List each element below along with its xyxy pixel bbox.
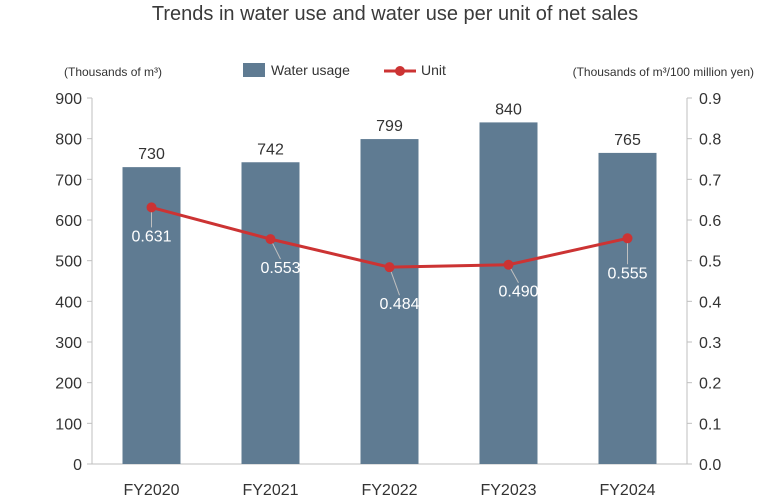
unit-value-label: 0.484: [379, 296, 419, 313]
x-tick-label: FY2023: [480, 482, 536, 499]
left-tick-label: 500: [55, 254, 82, 271]
right-tick-label: 0.4: [699, 294, 721, 311]
bar-value-label: 840: [495, 101, 522, 118]
bar-value-label: 730: [138, 146, 165, 163]
right-tick-label: 0.2: [699, 376, 721, 393]
left-tick-label: 900: [55, 91, 82, 108]
right-tick-label: 0.9: [699, 91, 721, 108]
right-tick-label: 0.0: [699, 457, 721, 474]
unit-point: [503, 259, 514, 270]
bar-value-label: 799: [376, 118, 403, 135]
legend-bar-swatch: [243, 63, 265, 77]
unit-value-label: 0.631: [131, 228, 171, 245]
left-tick-label: 700: [55, 172, 82, 189]
axes: 0 0.0 100 0.1 200 0.2 300 0.3 400 0.4 500 0.5 600 0.6…: [55, 91, 721, 499]
left-tick-label: 100: [55, 416, 82, 433]
unit-value-label: 0.555: [607, 265, 647, 282]
chart-title: Trends in water use and water use per un…: [152, 3, 638, 25]
legend-line-marker: [395, 66, 405, 76]
unit-point: [622, 233, 633, 244]
right-tick-label: 0.1: [699, 416, 721, 433]
bar-water-usage: [598, 152, 657, 464]
right-tick-label: 0.3: [699, 335, 721, 352]
unit-value-label: 0.553: [260, 260, 300, 277]
x-tick-label: FY2022: [361, 482, 417, 499]
bar-water-usage: [479, 122, 538, 465]
unit-value-label: 0.490: [498, 284, 538, 301]
bar-value-label: 742: [257, 141, 284, 158]
unit-line: 0.631 0.553 0.484 0.490 0.555: [131, 202, 648, 313]
bar-water-usage: [360, 139, 419, 464]
right-tick-label: 0.7: [699, 172, 721, 189]
unit-point: [384, 262, 395, 273]
x-tick-label: FY2021: [242, 482, 298, 499]
x-tick-label: FY2020: [123, 482, 179, 499]
unit-point: [265, 234, 276, 245]
left-tick-label: 300: [55, 335, 82, 352]
right-tick-label: 0.5: [699, 254, 721, 271]
bars: 730 742 799 840 765: [122, 101, 657, 465]
left-axis-unit-label: (Thousands of m³): [64, 65, 162, 79]
legend: Water usage Unit: [243, 62, 446, 78]
right-tick-label: 0.6: [699, 213, 721, 230]
left-tick-label: 0: [73, 457, 82, 474]
right-tick-label: 0.8: [699, 132, 721, 149]
left-tick-label: 600: [55, 213, 82, 230]
left-tick-label: 400: [55, 294, 82, 311]
left-tick-label: 200: [55, 376, 82, 393]
bar-value-label: 765: [614, 132, 641, 149]
bar-water-usage: [241, 162, 300, 464]
legend-label-unit: Unit: [421, 62, 446, 78]
right-axis-unit-label: (Thousands of m³/100 million yen): [573, 65, 754, 79]
x-tick-label: FY2024: [599, 482, 655, 499]
legend-label-water-usage: Water usage: [271, 62, 350, 78]
unit-point: [146, 202, 157, 213]
left-tick-label: 800: [55, 132, 82, 149]
